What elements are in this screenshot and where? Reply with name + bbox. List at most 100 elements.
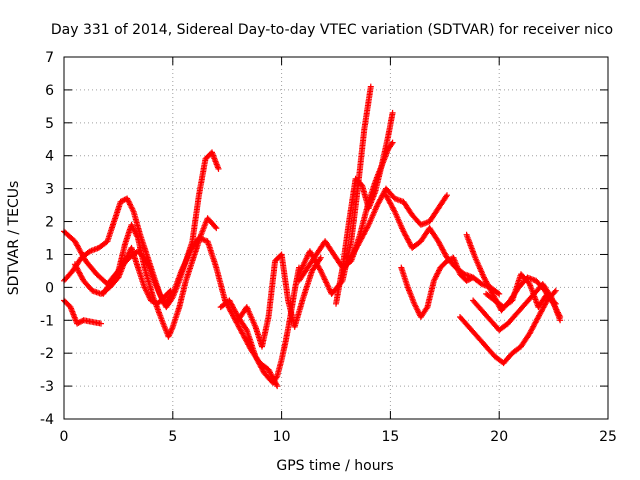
data-point-fill bbox=[297, 268, 304, 275]
data-point bbox=[389, 109, 396, 116]
data-point-fill bbox=[407, 240, 413, 247]
x-tick-label: 15 bbox=[381, 429, 399, 445]
data-points bbox=[61, 83, 564, 390]
data-point-fill bbox=[323, 280, 330, 287]
y-tick-label: -1 bbox=[40, 313, 54, 329]
x-tick-label: 5 bbox=[168, 429, 177, 445]
y-tick-label: 5 bbox=[45, 116, 54, 132]
data-point bbox=[274, 383, 281, 390]
data-point-fill bbox=[388, 140, 395, 147]
data-point bbox=[98, 320, 104, 327]
data-point-fill bbox=[357, 236, 364, 243]
data-point-fill bbox=[481, 275, 488, 282]
data-point-fill bbox=[386, 199, 393, 206]
data-point-fill bbox=[384, 195, 391, 201]
y-axis-label: SDTVAR / TECUs bbox=[6, 181, 22, 296]
data-point-fill bbox=[527, 329, 534, 336]
data-point-fill bbox=[352, 246, 359, 253]
data-point-fill bbox=[299, 264, 306, 270]
data-point bbox=[252, 353, 259, 360]
series-track-q bbox=[483, 271, 559, 311]
data-point-fill bbox=[468, 275, 475, 282]
x-tick-label: 25 bbox=[599, 429, 617, 445]
data-point-fill bbox=[397, 197, 404, 204]
data-point bbox=[367, 83, 374, 90]
data-point bbox=[526, 330, 533, 337]
data-point-fill bbox=[254, 357, 261, 364]
data-point-fill bbox=[441, 249, 448, 256]
data-point-fill bbox=[212, 223, 219, 230]
data-point-fill bbox=[325, 285, 332, 292]
data-point-fill bbox=[436, 239, 442, 246]
data-point bbox=[552, 300, 559, 307]
data-point-fill bbox=[355, 241, 362, 247]
data-point-fill bbox=[364, 223, 371, 230]
x-tick-label: 0 bbox=[60, 429, 69, 445]
data-point-fill bbox=[167, 328, 174, 335]
data-point-fill bbox=[317, 266, 323, 273]
series-track-j bbox=[333, 109, 396, 307]
data-point-fill bbox=[231, 307, 238, 314]
data-point-fill bbox=[436, 267, 442, 274]
tick-labels: 0 5 10 15 20 25 -4 -3 -2 -1 0 1 2 3 4 5 6 7 bbox=[40, 50, 617, 445]
data-point-fill bbox=[273, 381, 280, 388]
data-point-fill bbox=[349, 252, 356, 258]
chart-title: Day 331 of 2014, Sidereal Day-to-day VTE… bbox=[51, 22, 613, 38]
data-point-fill bbox=[495, 290, 501, 296]
data-point-fill bbox=[166, 330, 173, 337]
data-point-fill bbox=[257, 363, 264, 370]
data-point-fill bbox=[445, 257, 452, 264]
data-point-fill bbox=[375, 200, 382, 207]
data-point-fill bbox=[404, 235, 411, 242]
data-point-fill bbox=[378, 193, 385, 200]
data-point bbox=[552, 287, 559, 294]
series-track-k bbox=[339, 185, 450, 274]
series-track-a bbox=[61, 297, 104, 327]
data-point-fill bbox=[378, 195, 384, 202]
data-point-fill bbox=[322, 278, 329, 284]
data-point-fill bbox=[273, 374, 280, 381]
data-point-fill bbox=[551, 299, 558, 306]
data-point-fill bbox=[438, 245, 445, 252]
series-track-g bbox=[235, 251, 324, 350]
x-tick-label: 20 bbox=[490, 429, 508, 445]
data-point-fill bbox=[320, 273, 327, 280]
data-point bbox=[496, 290, 503, 297]
data-point-fill bbox=[349, 253, 355, 260]
data-point-fill bbox=[238, 327, 244, 334]
data-point-fill bbox=[300, 261, 307, 268]
y-tick-label: 2 bbox=[45, 215, 54, 231]
data-point-fill bbox=[298, 265, 305, 272]
data-point-fill bbox=[229, 303, 236, 309]
data-point bbox=[389, 139, 396, 146]
data-point bbox=[213, 225, 220, 232]
data-point-fill bbox=[467, 275, 474, 282]
series-track-e bbox=[71, 244, 174, 307]
data-point bbox=[444, 258, 450, 264]
data-point bbox=[167, 287, 174, 294]
y-tick-label: 4 bbox=[45, 149, 54, 165]
data-point-fill bbox=[76, 319, 83, 326]
series-track-m bbox=[398, 254, 477, 320]
data-point bbox=[148, 297, 154, 304]
data-point-fill bbox=[423, 305, 430, 312]
data-point-fill bbox=[438, 243, 445, 250]
y-tick-label: 6 bbox=[45, 83, 54, 99]
y-tick-label: 1 bbox=[45, 247, 54, 263]
data-point bbox=[444, 192, 450, 199]
data-point-fill bbox=[267, 369, 273, 376]
y-tick-label: 0 bbox=[45, 280, 54, 296]
data-point bbox=[317, 254, 324, 261]
data-point-fill bbox=[228, 301, 235, 308]
data-point-fill bbox=[169, 325, 176, 332]
data-point-fill bbox=[255, 359, 262, 365]
y-tick-label: -2 bbox=[40, 346, 54, 362]
data-point bbox=[463, 277, 470, 284]
data-point-fill bbox=[128, 204, 135, 211]
data-point bbox=[215, 165, 222, 172]
y-tick-label: 7 bbox=[45, 50, 54, 66]
y-tick-label: -3 bbox=[40, 379, 54, 395]
series-track-o bbox=[457, 287, 559, 367]
